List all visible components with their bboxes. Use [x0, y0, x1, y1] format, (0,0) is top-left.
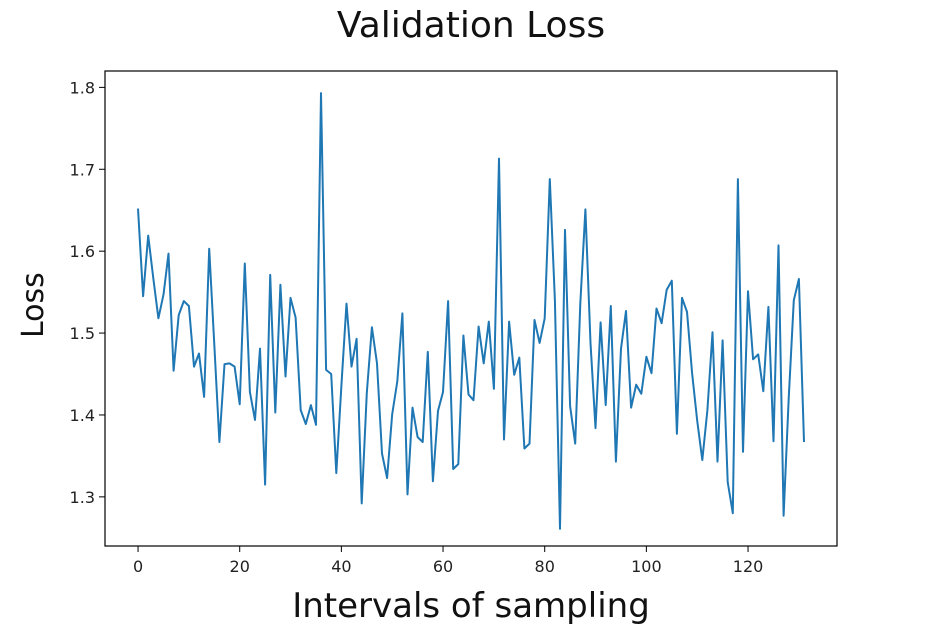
x-axis-label: Intervals of sampling [292, 586, 650, 626]
y-tick-label: 1.4 [70, 406, 95, 425]
x-tick-label: 80 [535, 557, 555, 576]
axis-ticks: 0 20 40 60 80 100 120 1.3 1.4 1.5 1.6 1.7 1.8 [70, 78, 764, 576]
y-tick-label: 1.5 [70, 324, 95, 343]
x-tick-label: 100 [631, 557, 662, 576]
y-tick-label: 1.8 [70, 78, 95, 97]
x-tick-label: 120 [733, 557, 764, 576]
series-line [137, 92, 805, 530]
chart-title: Validation Loss [336, 5, 606, 46]
y-tick-label: 1.3 [70, 488, 95, 507]
x-tick-label: 60 [433, 557, 453, 576]
x-tick-label: 20 [230, 557, 250, 576]
x-tick-label: 0 [133, 557, 143, 576]
series-layer [137, 92, 805, 530]
x-tick-label: 40 [331, 557, 351, 576]
y-tick-label: 1.7 [70, 160, 95, 179]
plot-frame [104, 70, 838, 547]
y-tick-label: 1.6 [70, 242, 95, 261]
